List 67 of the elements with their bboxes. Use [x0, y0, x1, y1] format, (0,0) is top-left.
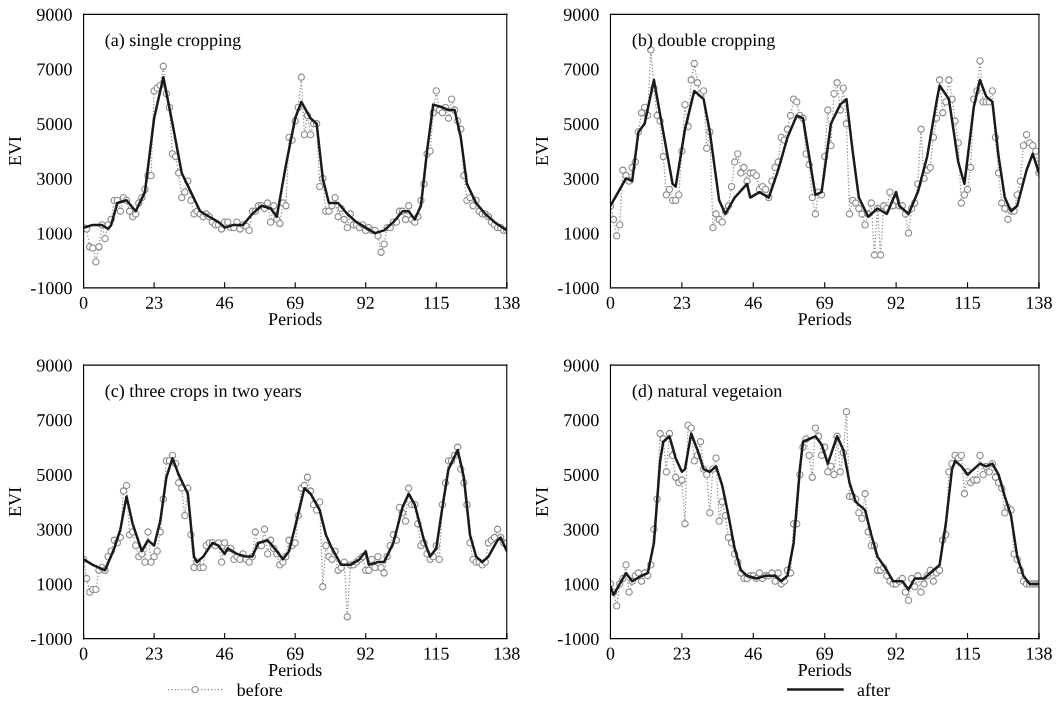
x-tick-label: 23: [145, 647, 163, 660]
text: (a) single cropping: [105, 33, 241, 50]
x-tick-label: 0: [606, 647, 615, 660]
x-tick-label: 138: [494, 296, 520, 309]
y-tick-label: 9000: [563, 8, 599, 21]
x-tick-label: 0: [606, 296, 615, 309]
y-tick-label: 1000: [564, 578, 599, 591]
text: (c) three crops in two years: [105, 384, 302, 401]
y-tick-label: -1000: [557, 282, 599, 295]
y-axis-title: EVI: [536, 136, 549, 166]
line-series: [610, 78, 1039, 218]
x-tick-label: 138: [1027, 647, 1052, 660]
y-tick-label: -1000: [557, 632, 599, 646]
x-tick-label: 69: [816, 647, 833, 660]
x-axis-title: Periods: [798, 663, 852, 677]
x-tick-label: 92: [887, 647, 905, 660]
x-tick-label: 115: [424, 296, 449, 309]
x-tick-label: 0: [79, 296, 88, 309]
y-tick-label: -1000: [31, 632, 72, 646]
text: (d) natural vegetaion: [632, 384, 783, 401]
y-tick-label: 9000: [36, 8, 72, 21]
y-tick-label: 9000: [563, 359, 599, 372]
y-tick-label: 5000: [37, 117, 72, 131]
y-tick-label: 1000: [37, 227, 72, 240]
x-tick-label: 92: [357, 296, 374, 309]
y-tick-label: 3000: [37, 523, 72, 536]
y-tick-label: 7000: [564, 63, 599, 76]
x-tick-label: 69: [286, 296, 304, 309]
x-tick-label: 23: [673, 296, 691, 309]
y-tick-label: 1000: [37, 578, 72, 591]
legend-label: after: [857, 683, 890, 697]
x-tick-label: 138: [494, 647, 520, 660]
y-tick-label: 3000: [37, 172, 72, 185]
y-tick-label: 5000: [564, 117, 599, 131]
text: (b) double cropping: [632, 33, 775, 50]
x-tick-label: 115: [955, 296, 981, 309]
x-tick-label: 138: [1027, 296, 1052, 309]
x-tick-label: 0: [79, 647, 88, 660]
y-tick-label: 9000: [36, 359, 72, 372]
x-tick-label: 92: [887, 296, 905, 309]
y-tick-label: 3000: [564, 523, 599, 536]
y-axis-title: EVI: [9, 136, 22, 166]
legend-label: before: [236, 683, 283, 697]
y-tick-label: 7000: [564, 414, 599, 427]
x-tick-label: 46: [215, 296, 234, 309]
y-tick-label: 3000: [564, 172, 599, 185]
x-tick-label: 46: [744, 296, 762, 309]
x-tick-label: 23: [145, 296, 163, 309]
y-tick-label: 5000: [37, 468, 72, 482]
y-tick-label: 1000: [564, 227, 599, 240]
x-tick-label: 115: [955, 647, 981, 660]
x-tick-label: 92: [357, 647, 374, 660]
x-tick-label: 23: [673, 647, 691, 660]
x-axis-title: Periods: [268, 663, 322, 677]
y-tick-label: 5000: [564, 468, 599, 482]
x-tick-label: 115: [424, 647, 449, 660]
y-axis-title: EVI: [9, 487, 22, 517]
y-axis-title: EVI: [536, 487, 549, 517]
y-tick-label: -1000: [31, 282, 72, 295]
x-tick-label: 46: [215, 647, 234, 660]
x-tick-label: 46: [744, 647, 762, 660]
x-axis-title: Periods: [798, 312, 852, 326]
x-tick-label: 69: [286, 647, 304, 660]
x-tick-label: 69: [816, 296, 833, 309]
y-tick-label: 7000: [37, 414, 72, 427]
x-axis-title: Periods: [268, 312, 322, 326]
y-tick-label: 7000: [37, 63, 72, 76]
